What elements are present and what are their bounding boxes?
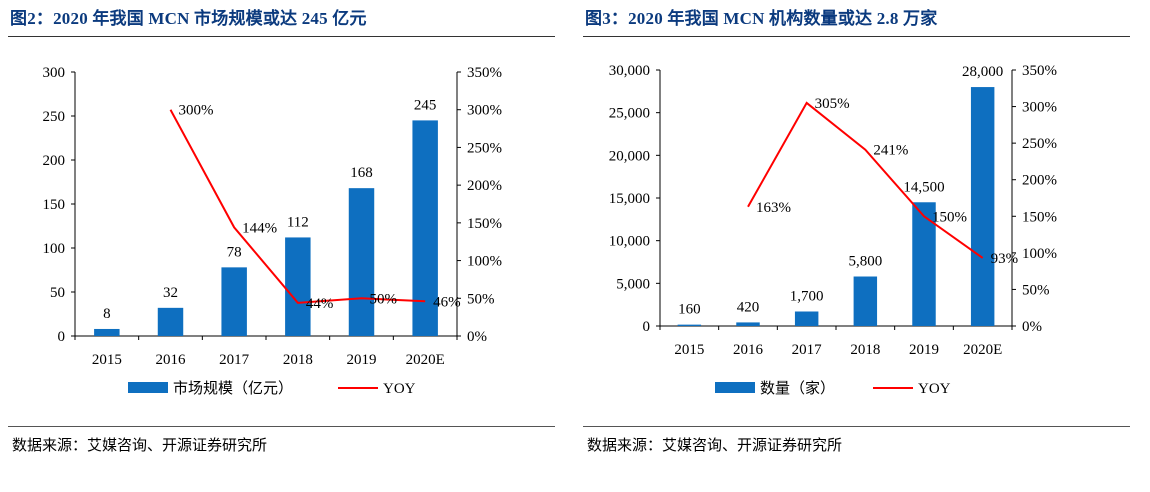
figure-3-top-rule — [583, 36, 1130, 37]
yoy-value-label: 93% — [991, 251, 1019, 267]
bar-value-label: 5,800 — [848, 254, 882, 270]
right-tick-label: 250% — [467, 140, 502, 156]
left-tick-label: 0 — [643, 319, 651, 335]
figure-2-top-rule — [8, 36, 555, 37]
right-tick-label: 0% — [467, 329, 487, 345]
legend-line-label: YOY — [383, 381, 416, 397]
bar — [970, 87, 995, 326]
yoy-value-label: 163% — [756, 200, 791, 216]
right-tick-label: 200% — [1022, 173, 1057, 189]
figure-2-title: 图2：2020 年我国 MCN 市场规模或达 245 亿元 — [10, 9, 367, 28]
yoy-value-label: 46% — [433, 294, 461, 310]
left-tick-label: 50 — [50, 285, 65, 301]
right-tick-label: 300% — [1022, 100, 1057, 116]
x-tick-label: 2020E — [963, 342, 1002, 358]
bar — [157, 307, 184, 336]
bar — [221, 267, 247, 336]
bar — [94, 328, 120, 336]
legend-bar-swatch — [128, 382, 168, 393]
yoy-line — [747, 101, 984, 259]
right-tick-label: 0% — [1022, 319, 1042, 335]
right-tick-label: 350% — [467, 65, 502, 81]
legend-bar-label: 市场规模（亿元） — [173, 380, 293, 397]
figure-2-chart: 0 50 100 150 200 250 300 0% 50% 100% 150% 200% 250% 3… — [43, 65, 503, 397]
x-tick-label: 2016 — [156, 352, 187, 368]
right-tick-label: 150% — [467, 216, 502, 232]
left-tick-label: 300 — [43, 65, 66, 81]
bar — [736, 322, 760, 326]
bar-value-label: 1,700 — [790, 288, 824, 304]
left-tick-label: 250 — [43, 109, 66, 125]
x-tick-label: 2017 — [792, 342, 823, 358]
right-tick-label: 100% — [1022, 246, 1057, 262]
x-tick-label: 2015 — [674, 342, 704, 358]
bar-value-label: 168 — [350, 165, 373, 181]
bar — [853, 276, 878, 326]
figure-3-source: 数据来源：艾媒咨询、开源证券研究所 — [587, 438, 843, 454]
yoy-line — [169, 109, 426, 304]
x-tick-label: 2019 — [347, 352, 377, 368]
figure-3-bottom-rule — [583, 426, 1130, 427]
left-tick-label: 30,000 — [609, 63, 650, 79]
bar-value-label: 32 — [163, 285, 178, 301]
x-tick-label: 2019 — [909, 342, 939, 358]
legend-bar-label: 数量（家） — [760, 380, 835, 397]
bar-value-label: 78 — [227, 244, 242, 260]
x-tick-label: 2020E — [406, 352, 445, 368]
bar-value-label: 160 — [678, 302, 701, 318]
yoy-value-label: 144% — [242, 220, 277, 236]
bar — [348, 188, 375, 336]
right-tick-label: 150% — [1022, 209, 1057, 225]
figure-3-chart: 0 5,000 10,000 15,000 20,000 25,000 30,000 0% 50… — [609, 63, 1057, 397]
bar-value-label: 14,500 — [903, 179, 944, 195]
yoy-value-label: 44% — [306, 296, 334, 312]
right-tick-label: 50% — [1022, 282, 1050, 298]
yoy-value-label: 150% — [932, 209, 967, 225]
left-tick-label: 0 — [58, 329, 66, 345]
bar — [912, 202, 936, 326]
bar-value-label: 28,000 — [962, 64, 1003, 80]
right-tick-label: 250% — [1022, 136, 1057, 152]
bar — [285, 237, 311, 336]
figure-2-source: 数据来源：艾媒咨询、开源证券研究所 — [12, 438, 268, 454]
left-tick-label: 200 — [43, 153, 66, 169]
x-tick-label: 2017 — [219, 352, 250, 368]
right-tick-label: 200% — [467, 178, 502, 194]
figure-2-bottom-rule — [8, 426, 555, 427]
right-tick-label: 350% — [1022, 63, 1057, 79]
x-tick-label: 2015 — [92, 352, 122, 368]
yoy-value-label: 305% — [815, 96, 850, 112]
left-tick-label: 10,000 — [609, 234, 650, 250]
bar-value-label: 420 — [737, 299, 760, 315]
yoy-value-label: 50% — [370, 291, 398, 307]
bar — [794, 311, 819, 326]
x-tick-label: 2016 — [733, 342, 764, 358]
legend-line-label: YOY — [918, 381, 951, 397]
left-tick-label: 100 — [43, 241, 66, 257]
left-tick-label: 20,000 — [609, 148, 650, 164]
bar-value-label: 245 — [414, 97, 437, 113]
left-tick-label: 5,000 — [616, 276, 650, 292]
bar — [677, 324, 702, 326]
bar-value-label: 8 — [103, 306, 111, 322]
right-tick-label: 300% — [467, 103, 502, 119]
left-tick-label: 15,000 — [609, 191, 650, 207]
left-tick-label: 150 — [43, 197, 66, 213]
right-tick-label: 50% — [467, 291, 495, 307]
yoy-value-label: 300% — [179, 103, 214, 119]
legend-bar-swatch — [715, 382, 755, 393]
figure-3-panel: 图3：2020 年我国 MCN 机构数量或达 2.8 万家 0 5,000 10,0… — [575, 0, 1130, 492]
x-tick-label: 2018 — [283, 352, 313, 368]
bar-value-label: 112 — [287, 214, 309, 230]
left-tick-label: 25,000 — [609, 106, 650, 122]
figure-2-panel: 图2：2020 年我国 MCN 市场规模或达 245 亿元 0 50 100 150 2… — [0, 0, 555, 492]
right-tick-label: 100% — [467, 254, 502, 270]
figure-3-title: 图3：2020 年我国 MCN 机构数量或达 2.8 万家 — [585, 9, 938, 28]
x-tick-label: 2018 — [850, 342, 880, 358]
yoy-value-label: 241% — [873, 143, 908, 159]
